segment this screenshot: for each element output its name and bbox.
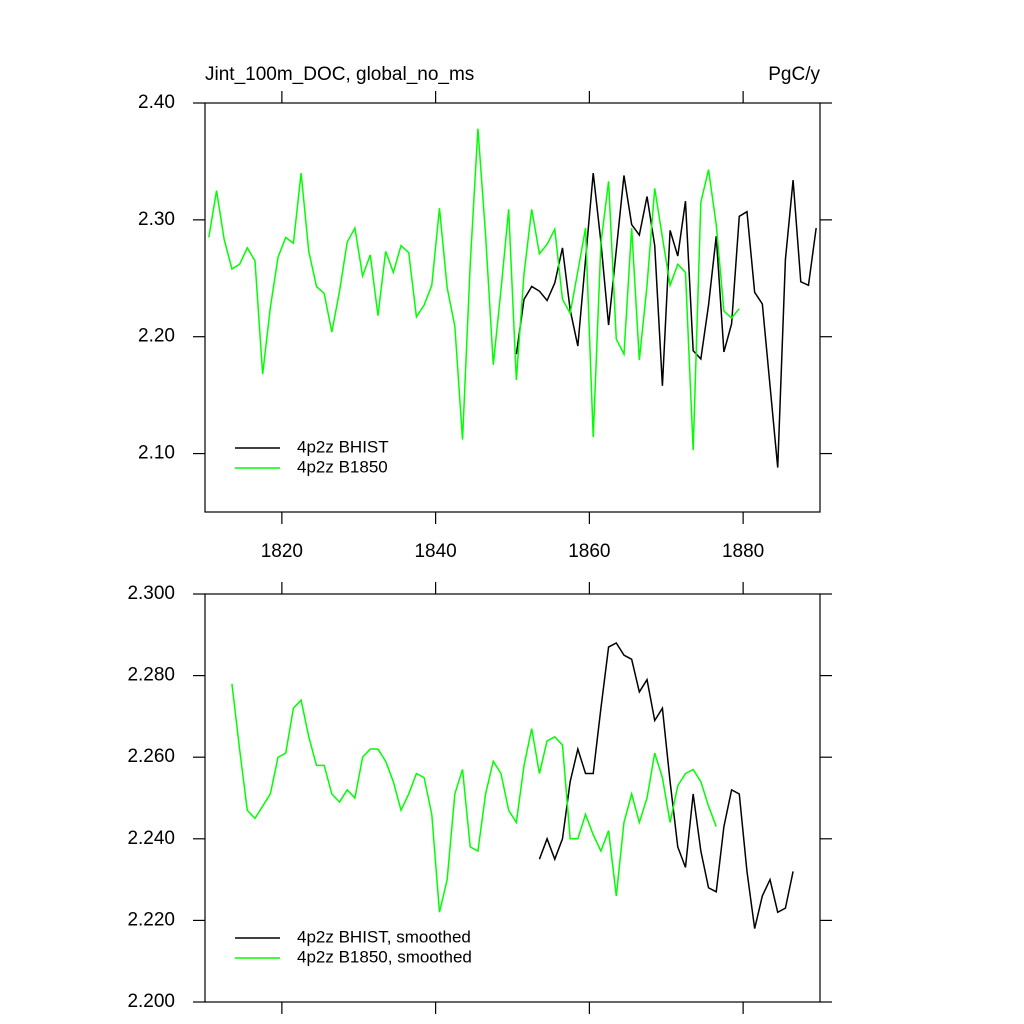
plot-frame bbox=[204, 593, 821, 1003]
data-line bbox=[208, 128, 740, 451]
legend-label: 4p2z BHIST, smoothed bbox=[297, 927, 471, 946]
units-label: PgC/y bbox=[768, 64, 820, 85]
data-line bbox=[538, 641, 794, 929]
y-tick-label: 2.240 bbox=[127, 828, 175, 849]
legend-label: 4p2z B1850, smoothed bbox=[297, 947, 472, 966]
legend-label: 4p2z BHIST bbox=[297, 437, 389, 456]
plot-frame bbox=[204, 102, 821, 513]
x-tick-label: 1880 bbox=[722, 541, 764, 562]
panel: Jint_100m_DOC, global_no_ms PgC/y 2.10 2.20… bbox=[138, 64, 832, 562]
x-tick-label: 1820 bbox=[261, 541, 303, 562]
y-tick-label: 2.200 bbox=[127, 991, 175, 1012]
chart-title: Jint_100m_DOC, global_no_ms bbox=[205, 64, 474, 85]
y-tick-label: 2.300 bbox=[127, 583, 175, 604]
x-tick-label: 1860 bbox=[568, 541, 610, 562]
y-tick-label: 2.220 bbox=[127, 909, 175, 930]
data-line bbox=[231, 683, 717, 913]
y-tick-label: 2.10 bbox=[138, 443, 175, 464]
legend-label: 4p2z B1850 bbox=[297, 457, 388, 476]
panel: 2.200 2.220 2.240 2.260 2.280 2.300 4p2z BHIST… bbox=[127, 582, 832, 1014]
y-tick-label: 2.260 bbox=[127, 746, 175, 767]
x-tick-label: 1840 bbox=[414, 541, 456, 562]
y-tick-label: 2.280 bbox=[127, 665, 175, 686]
data-line bbox=[515, 173, 817, 468]
y-tick-label: 2.40 bbox=[138, 92, 175, 113]
y-tick-label: 2.20 bbox=[138, 326, 175, 347]
y-tick-label: 2.30 bbox=[138, 209, 175, 230]
